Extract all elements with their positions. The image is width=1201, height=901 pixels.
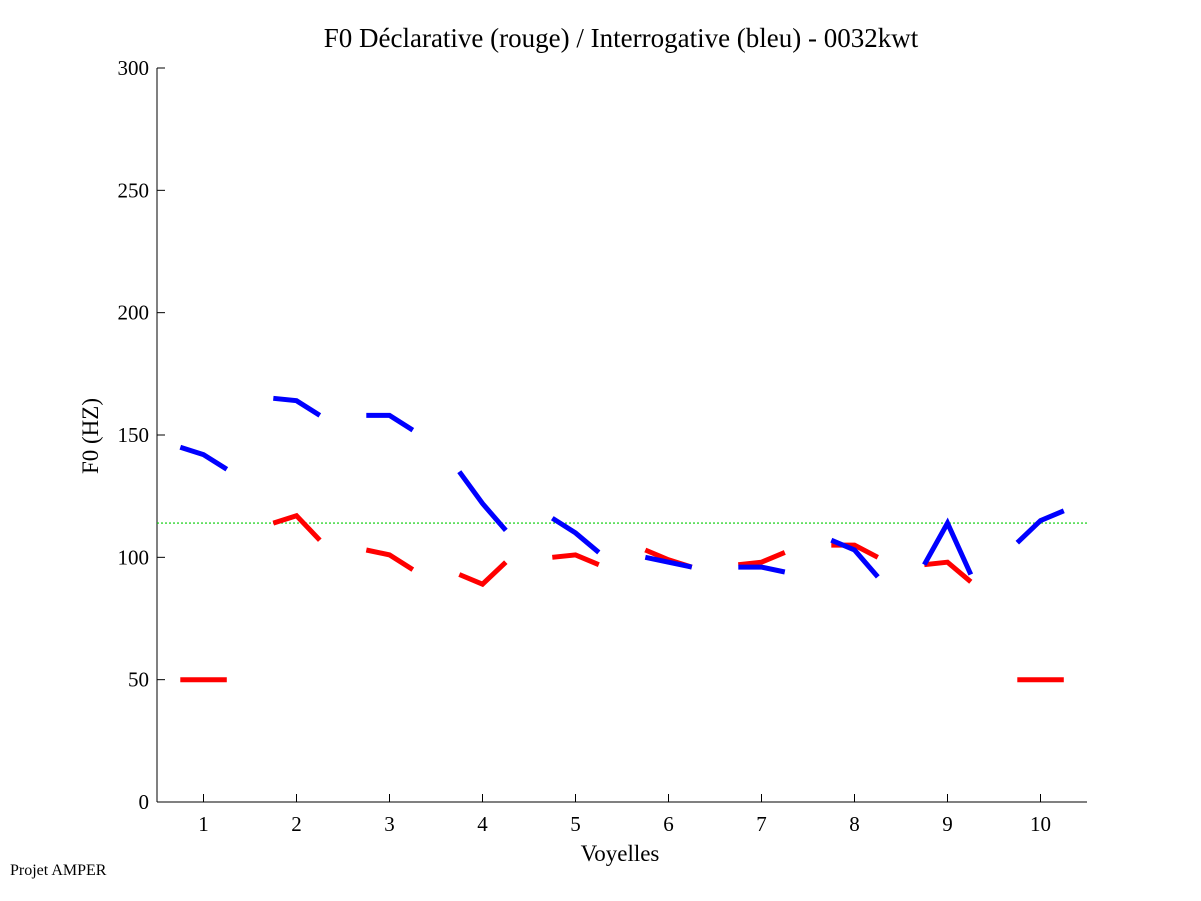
y-tick-label: 50 <box>128 668 149 692</box>
series-segment <box>272 512 322 542</box>
y-tick-label: 0 <box>139 790 150 814</box>
x-tick-label: 8 <box>849 812 860 836</box>
y-tick-label: 300 <box>118 56 150 80</box>
series-segment <box>830 537 880 579</box>
declarative-series <box>180 512 1064 683</box>
series-segment <box>738 550 786 568</box>
series-segment <box>738 564 786 575</box>
x-tick-label: 5 <box>570 812 581 836</box>
y-tick-label: 100 <box>118 545 150 569</box>
axes: 0 50 100 150 200 250 300 1 2 3 4 5 6 7 8 9 10 <box>118 56 1087 836</box>
chart-title: F0 Déclarative (rouge) / Interrogative (… <box>324 23 919 53</box>
series-segment <box>644 554 693 570</box>
y-tick-label: 250 <box>118 178 150 202</box>
series-segment <box>366 412 415 433</box>
x-tick-label: 4 <box>477 812 488 836</box>
series-segment <box>922 517 974 576</box>
series-segment <box>457 470 508 533</box>
x-tick-label: 9 <box>942 812 953 836</box>
x-tick-label: 10 <box>1030 812 1051 836</box>
x-tick-label: 7 <box>756 812 767 836</box>
x-axis-title: Voyelles <box>581 841 660 866</box>
y-tick-label: 200 <box>118 301 150 325</box>
y-tick-label: 150 <box>118 423 150 447</box>
series-segment <box>179 444 229 472</box>
footer-label: Projet AMPER <box>10 862 107 879</box>
interrogative-series <box>179 395 1065 579</box>
series-segment <box>550 516 601 555</box>
x-tick-label: 1 <box>198 812 209 836</box>
series-segment <box>552 552 600 568</box>
series-segment <box>458 560 508 588</box>
series-segment <box>273 395 322 418</box>
series-segment <box>365 547 415 572</box>
series-segment <box>1015 508 1065 545</box>
x-tick-label: 3 <box>384 812 395 836</box>
y-axis-title: F0 (HZ) <box>78 398 103 474</box>
x-tick-label: 6 <box>663 812 674 836</box>
series-group <box>179 395 1065 683</box>
series-segment <box>924 559 973 584</box>
x-tick-label: 2 <box>291 812 302 836</box>
